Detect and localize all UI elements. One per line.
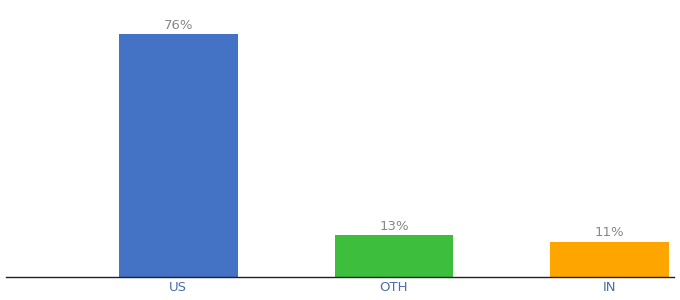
- Text: 13%: 13%: [379, 220, 409, 232]
- Bar: [119, 34, 237, 277]
- Text: 76%: 76%: [163, 19, 193, 32]
- Text: 11%: 11%: [595, 226, 624, 239]
- Bar: [550, 242, 669, 277]
- Bar: [335, 235, 454, 277]
